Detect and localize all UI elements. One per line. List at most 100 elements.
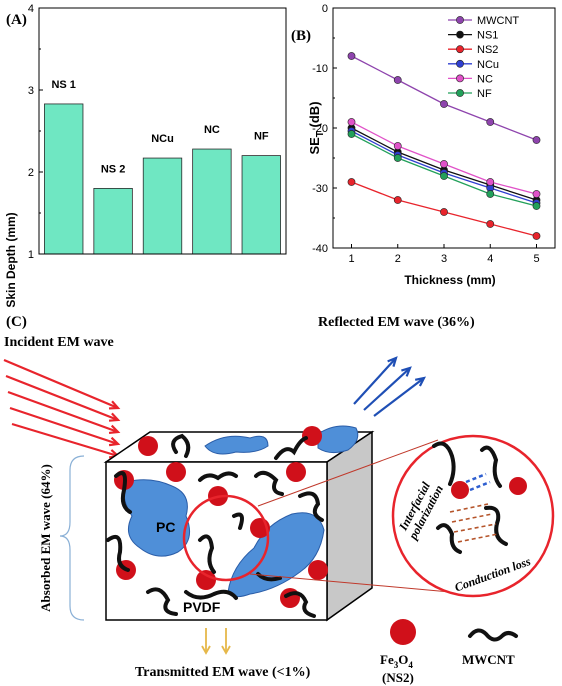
- a-bar: [241, 155, 281, 255]
- a-ytick-label: 3: [28, 85, 34, 97]
- reflected-arrows: [353, 356, 427, 417]
- cnt: [284, 591, 316, 618]
- cnt: [171, 433, 191, 458]
- panel-b-ylabel: SET (dB): [307, 101, 326, 154]
- b-ytick-label: 0: [322, 3, 328, 15]
- b-xtick-label: 5: [533, 253, 539, 265]
- b-legend-label: MWCNT: [477, 15, 519, 27]
- panel-c: (C) Incident EM wave Reflected EM wave (…: [3, 314, 555, 685]
- absorbed-label: Absorbed EM wave (64%): [38, 464, 53, 612]
- incident-arrow: [5, 374, 119, 422]
- a-bar-label: NF: [254, 131, 269, 143]
- a-bar: [192, 148, 232, 255]
- legend-fe3o4-label: Fe3O4: [380, 652, 413, 670]
- b-legend-marker: [456, 89, 464, 97]
- zoom-connector-top: [257, 439, 439, 507]
- b-legend-label: NS1: [477, 30, 498, 42]
- cnt: [232, 512, 244, 530]
- b-legend-marker: [456, 74, 464, 83]
- cnt: [254, 470, 284, 496]
- a-ytick-label: 2: [28, 167, 34, 179]
- a-bar-label: NS 2: [101, 163, 125, 175]
- b-legend-marker: [456, 16, 464, 24]
- pc-domain-right: [227, 512, 325, 598]
- b-point: [440, 172, 448, 180]
- block-side-face: [326, 430, 373, 622]
- b-point: [486, 178, 495, 186]
- b-point: [347, 118, 356, 126]
- conduction-dashes: [449, 503, 499, 543]
- b-point: [347, 130, 356, 138]
- cnt: [106, 535, 130, 572]
- pvdf-label: PVDF: [183, 599, 221, 615]
- b-series-line: [351, 55, 537, 141]
- reflected-label: Reflected EM wave (36%): [318, 315, 475, 330]
- b-legend-marker: [456, 30, 464, 39]
- incident-arrowhead: [108, 400, 121, 410]
- incident-arrow: [3, 358, 119, 410]
- reflected-arrowhead: [414, 376, 427, 387]
- incident-arrows: [3, 358, 121, 459]
- incident-arrowhead: [108, 424, 121, 435]
- cnt: [146, 587, 178, 616]
- reflected-arrow: [373, 377, 425, 417]
- legend-cnt-swatch: [468, 628, 518, 642]
- panel-b-ylabel-unit: (dB): [307, 101, 322, 131]
- zoom-particle-2: [509, 477, 527, 495]
- b-legend-label: NF: [477, 88, 492, 100]
- panel-b-plot: -40 -30 -20 -10 0 1 2 3 4 5: [312, 3, 541, 265]
- incident-arrow: [9, 406, 119, 446]
- incident-label: Incident EM wave: [4, 335, 114, 350]
- b-legend-label: NS2: [477, 44, 498, 56]
- panel-a-frame: [38, 7, 287, 255]
- zoom-circle-small: [182, 494, 270, 582]
- a-bar-label: NC: [204, 124, 220, 136]
- a-bar-label: NCu: [151, 133, 174, 145]
- reflected-arrow: [353, 357, 397, 405]
- cnt: [274, 436, 308, 460]
- legend-mwcnt-label: MWCNT: [462, 652, 515, 667]
- zoom-connector-bottom: [249, 573, 451, 593]
- zoom-cnt-2: [480, 445, 502, 488]
- b-point: [486, 220, 495, 228]
- b-ytick-label: -40: [312, 243, 328, 255]
- legend-fe-sub2: 4: [408, 660, 413, 670]
- legend-ns2-label: (NS2): [382, 670, 414, 685]
- pc-domain: [123, 479, 191, 557]
- transmitted-arrowhead: [221, 645, 231, 655]
- panel-b-xlabel: Thickness (mm): [404, 273, 495, 287]
- zoom-cnt-4: [484, 505, 508, 546]
- fe3o4-particle: [286, 462, 306, 482]
- cnt: [298, 491, 324, 522]
- cnt-network: [106, 433, 324, 618]
- transmitted-arrows: [201, 628, 231, 655]
- legend-fe-sub1: 3: [394, 660, 399, 670]
- polarization-dashes: [465, 472, 491, 492]
- absorbed-brace: [59, 455, 85, 621]
- panel-b-ylabel-sub: T: [315, 131, 326, 137]
- pc-label: PC: [156, 519, 175, 535]
- b-point: [393, 196, 402, 204]
- panel-b-frame: [332, 7, 556, 249]
- b-point: [486, 190, 495, 198]
- cnt: [184, 589, 238, 600]
- b-legend-marker: [456, 45, 464, 54]
- zoom-detail: Interfacialpolarization Conduction loss: [391, 434, 555, 598]
- b-xtick-label: 4: [487, 253, 493, 265]
- b-point: [486, 118, 495, 126]
- fe3o4-particle: [166, 462, 186, 482]
- panel-b-ylabel-main: SE: [307, 137, 322, 155]
- zoom-cnt-3: [436, 523, 462, 554]
- cnt: [114, 471, 132, 514]
- b-point: [393, 154, 402, 162]
- b-ytick-label: -20: [312, 123, 328, 135]
- zoom-particle-1: [451, 481, 469, 499]
- b-legend-label: NC: [477, 73, 493, 85]
- fe3o4-particle: [196, 570, 216, 590]
- a-bar: [44, 103, 84, 255]
- panel-a-plot: 1 2 3 4 NS 1 NS 2 NCu NC NF: [28, 3, 281, 261]
- pc-domain-top-right: [317, 425, 359, 454]
- b-point: [532, 190, 541, 198]
- reflected-arrow: [363, 367, 411, 411]
